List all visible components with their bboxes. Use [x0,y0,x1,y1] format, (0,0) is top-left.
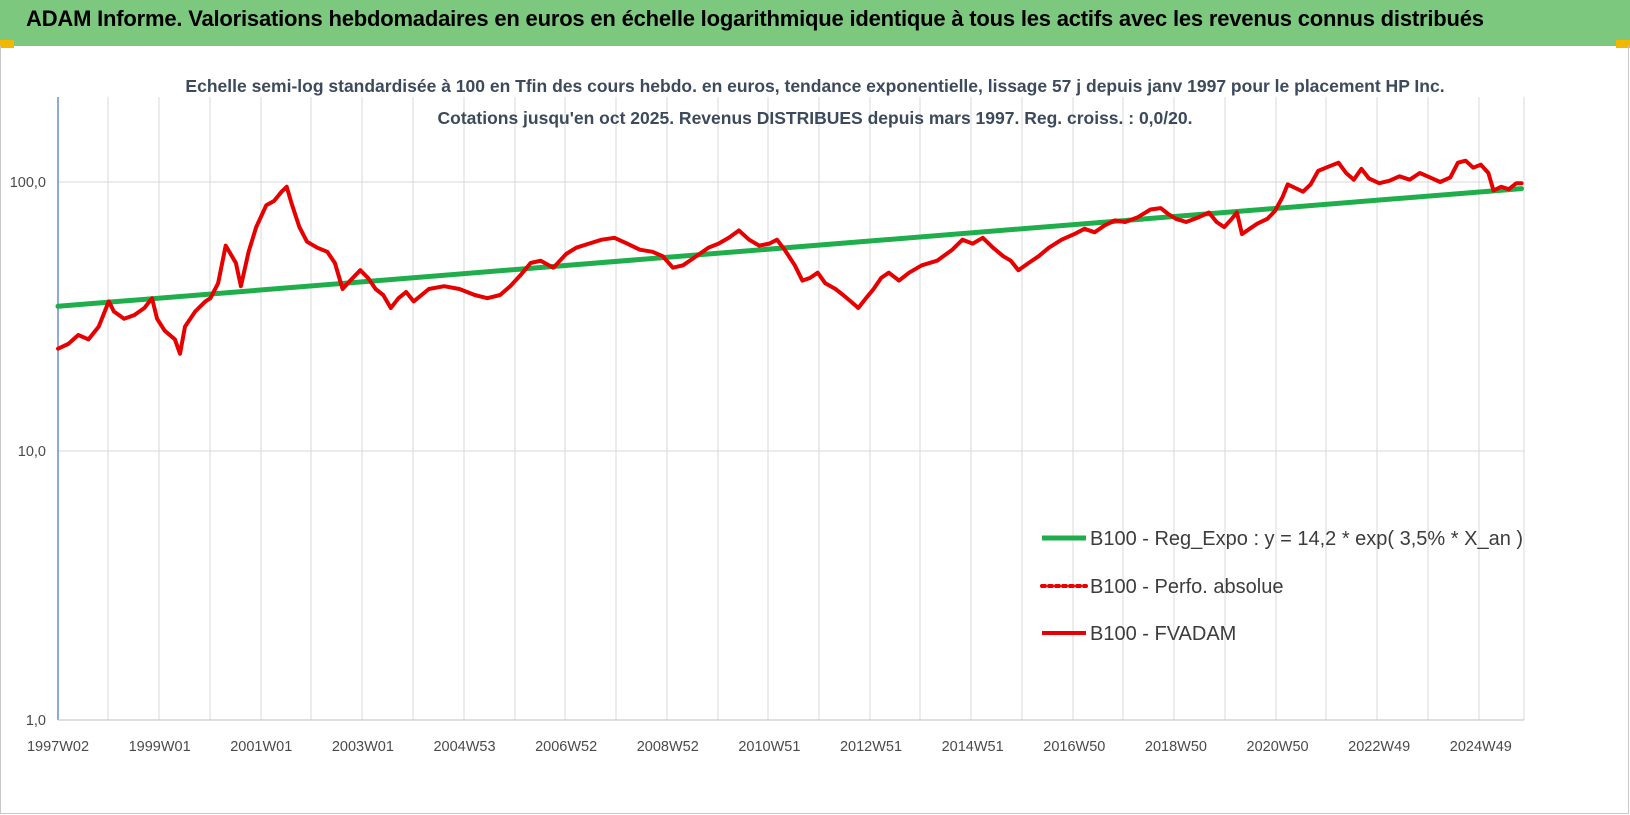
axes [57,97,1524,721]
banner-title: ADAM Informe. Valorisations hebdomadaire… [26,6,1484,31]
trend-line [55,186,1524,309]
x-tick-label: 2022W49 [1348,739,1410,755]
title-banner: ADAM Informe. Valorisations hebdomadaire… [0,0,1630,46]
plot-lines [55,158,1524,356]
x-tick-label: 2004W53 [433,739,495,755]
x-tick-label: 2006W52 [535,739,597,755]
y-tick-label: 10,0 [18,444,46,460]
x-tick-label: 2020W50 [1247,739,1309,755]
x-tick-label: 2014W51 [942,739,1004,755]
x-tick-label: 2012W51 [840,739,902,755]
legend-label: B100 - Reg_Expo : y = 14,2 * exp( 3,5% *… [1090,528,1523,550]
chart-frame [0,46,1629,814]
y-tick-label: 100,0 [10,175,46,191]
legend-label: B100 - Perfo. absolue [1090,576,1283,598]
chart-subtitle: Echelle semi-log standardisée à 100 en T… [185,76,1445,128]
legend-label: B100 - FVADAM [1090,623,1236,645]
legend: B100 - Reg_Expo : y = 14,2 * exp( 3,5% *… [1040,528,1523,645]
y-tick-labels: 1,0 10,0 100,0 [10,175,46,729]
x-tick-label: 2016W50 [1043,739,1105,755]
x-tick-label: 1999W01 [129,739,191,755]
x-tick-label: 2024W49 [1450,739,1512,755]
x-tick-label: 1997W02 [27,739,89,755]
y-tick-label: 1,0 [26,713,46,729]
x-tick-label: 2001W01 [230,739,292,755]
corner-marker-left [0,40,14,48]
vertical-gridlines [57,97,1525,720]
x-tick-label: 2003W01 [332,739,394,755]
x-tick-labels: 1997W02 1999W01 2001W01 2003W01 2004W53 2006W… [27,739,1512,755]
x-tick-label: 2018W50 [1145,739,1207,755]
x-tick-label: 2010W51 [738,739,800,755]
fvadam-line [56,158,1524,356]
corner-marker-right [1616,40,1630,48]
x-tick-label: 2008W52 [637,739,699,755]
